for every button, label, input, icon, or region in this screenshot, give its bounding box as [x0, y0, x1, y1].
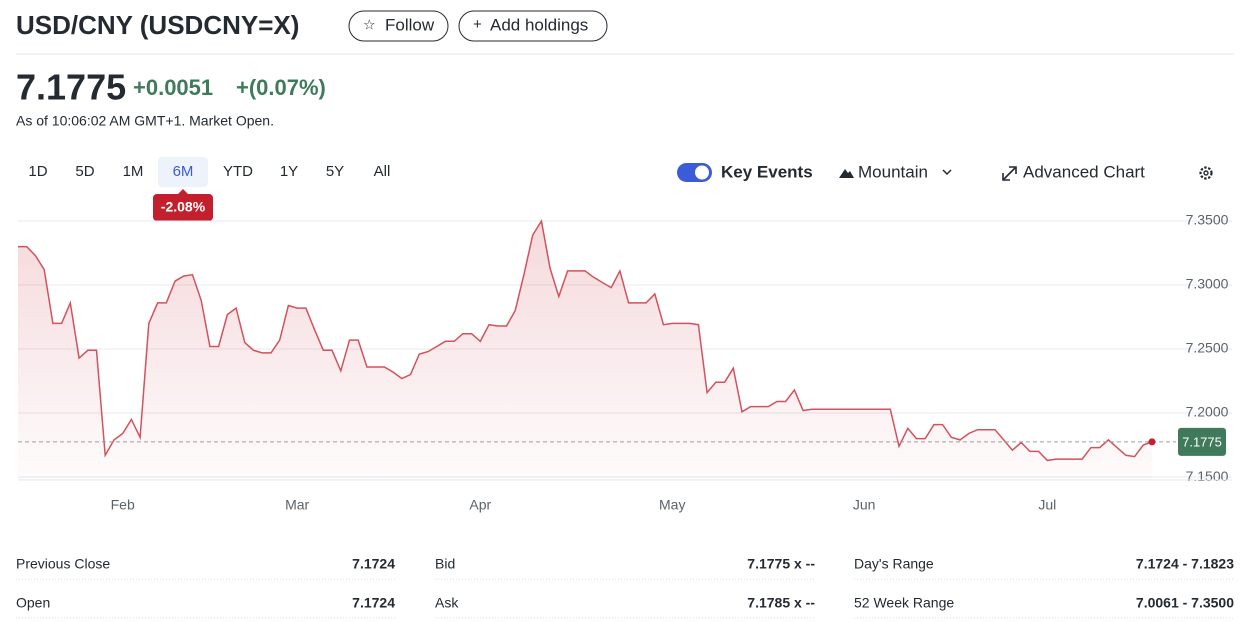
stat-label: Open [16, 595, 50, 611]
x-tick-label: Jun [853, 497, 876, 513]
range-change-badge [153, 194, 213, 221]
stat-label: Ask [435, 595, 459, 611]
range-tab[interactable]: YTD [223, 163, 253, 180]
gear-hub [1203, 170, 1209, 176]
range-tab[interactable]: 1D [28, 163, 47, 180]
price-change-percent: +(0.07%) [236, 75, 326, 100]
y-tick-label: 7.2500 [1186, 340, 1229, 356]
price-line [18, 218, 1153, 462]
page-title: USD/CNY (USDCNY=X) [16, 10, 299, 40]
stat-value: 7.1724 - 7.1823 [1136, 556, 1234, 572]
y-tick-label: 7.3500 [1186, 212, 1229, 228]
stat-label: 52 Week Range [854, 595, 954, 611]
active-tab-bg [158, 157, 208, 187]
stat-label: Day's Range [854, 556, 934, 572]
stat-value: 7.1785 x -- [747, 595, 815, 611]
area-fill [18, 221, 1152, 480]
stat-value: 7.1724 [352, 595, 395, 611]
stat-label: Previous Close [16, 556, 110, 572]
x-tick-label: Mar [285, 497, 309, 513]
y-tick-label: 7.2000 [1186, 404, 1229, 420]
stat-label: Bid [435, 556, 455, 572]
range-tabs: 1D 5D 1M 6M -2.08% YTD 1Y 5Y All [28, 157, 390, 221]
price-chart: 7.3500 7.3000 7.2500 7.2000 7.1500 Feb Mar Apr M… [18, 212, 1232, 513]
price: 7.1775 [16, 67, 126, 108]
toggle-knob [695, 165, 709, 180]
price-change: +0.0051 [133, 75, 213, 100]
range-tab[interactable]: 5D [75, 163, 94, 180]
plus-icon: + [473, 16, 482, 33]
x-tick-label: Feb [111, 497, 135, 513]
current-price-tag [1178, 427, 1226, 456]
current-price-tag-label: 7.1775 [1182, 434, 1222, 449]
star-icon: ☆ [363, 17, 376, 33]
range-tab[interactable]: All [374, 163, 391, 180]
expand-icon [1002, 166, 1017, 181]
follow-button[interactable] [348, 10, 449, 42]
badge-pointer [178, 189, 188, 194]
x-tick-label: Jul [1038, 497, 1056, 513]
chart-style-label[interactable]: Mountain [858, 162, 928, 181]
x-tick-label: Apr [469, 497, 491, 513]
add-holdings-label: Add holdings [490, 15, 588, 34]
range-tab[interactable]: 1Y [280, 163, 298, 180]
key-events-label: Key Events [721, 162, 813, 181]
stat-value: 7.1724 [352, 556, 395, 572]
stats-table: Previous Close 7.1724 Open 7.1724 Bid 7.1775 … [16, 556, 1234, 619]
stat-value: 7.1775 x -- [747, 556, 815, 572]
y-tick-label: 7.1500 [1186, 468, 1229, 484]
range-tab[interactable]: 6M [173, 163, 194, 180]
as-of-time: As of 10:06:02 AM GMT+1. Market Open. [16, 113, 274, 129]
mountain-icon [839, 169, 854, 178]
range-change: -2.08% [161, 199, 206, 215]
range-tab[interactable]: 1M [123, 163, 144, 180]
y-tick-label: 7.3000 [1186, 276, 1229, 292]
add-holdings-button[interactable] [458, 10, 608, 42]
dropdown-caret [942, 169, 952, 176]
range-tab[interactable]: 5Y [326, 163, 344, 180]
settings-icon[interactable] [1199, 166, 1213, 180]
current-price-dot [1148, 438, 1156, 446]
advanced-chart-label[interactable]: Advanced Chart [1023, 162, 1145, 181]
stat-value: 7.0061 - 7.3500 [1136, 595, 1234, 611]
x-tick-label: May [659, 497, 685, 513]
gear-teeth [1199, 166, 1213, 180]
follow-label: Follow [385, 15, 435, 34]
